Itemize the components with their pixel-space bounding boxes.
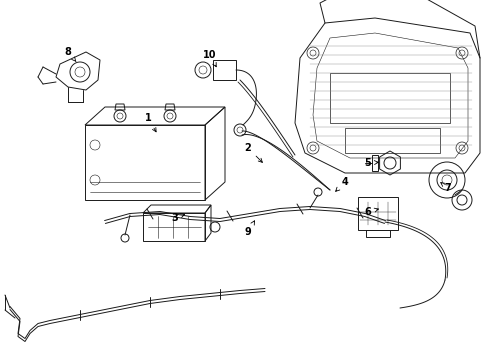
Text: 7: 7 xyxy=(441,183,451,193)
Text: 9: 9 xyxy=(245,221,254,237)
Text: 6: 6 xyxy=(365,207,378,217)
Text: 4: 4 xyxy=(336,177,348,192)
Text: 10: 10 xyxy=(203,50,217,67)
Text: 2: 2 xyxy=(245,143,262,162)
Text: 1: 1 xyxy=(145,113,156,132)
Text: 3: 3 xyxy=(172,213,185,223)
Text: 5: 5 xyxy=(365,158,378,168)
Text: 8: 8 xyxy=(65,47,76,62)
